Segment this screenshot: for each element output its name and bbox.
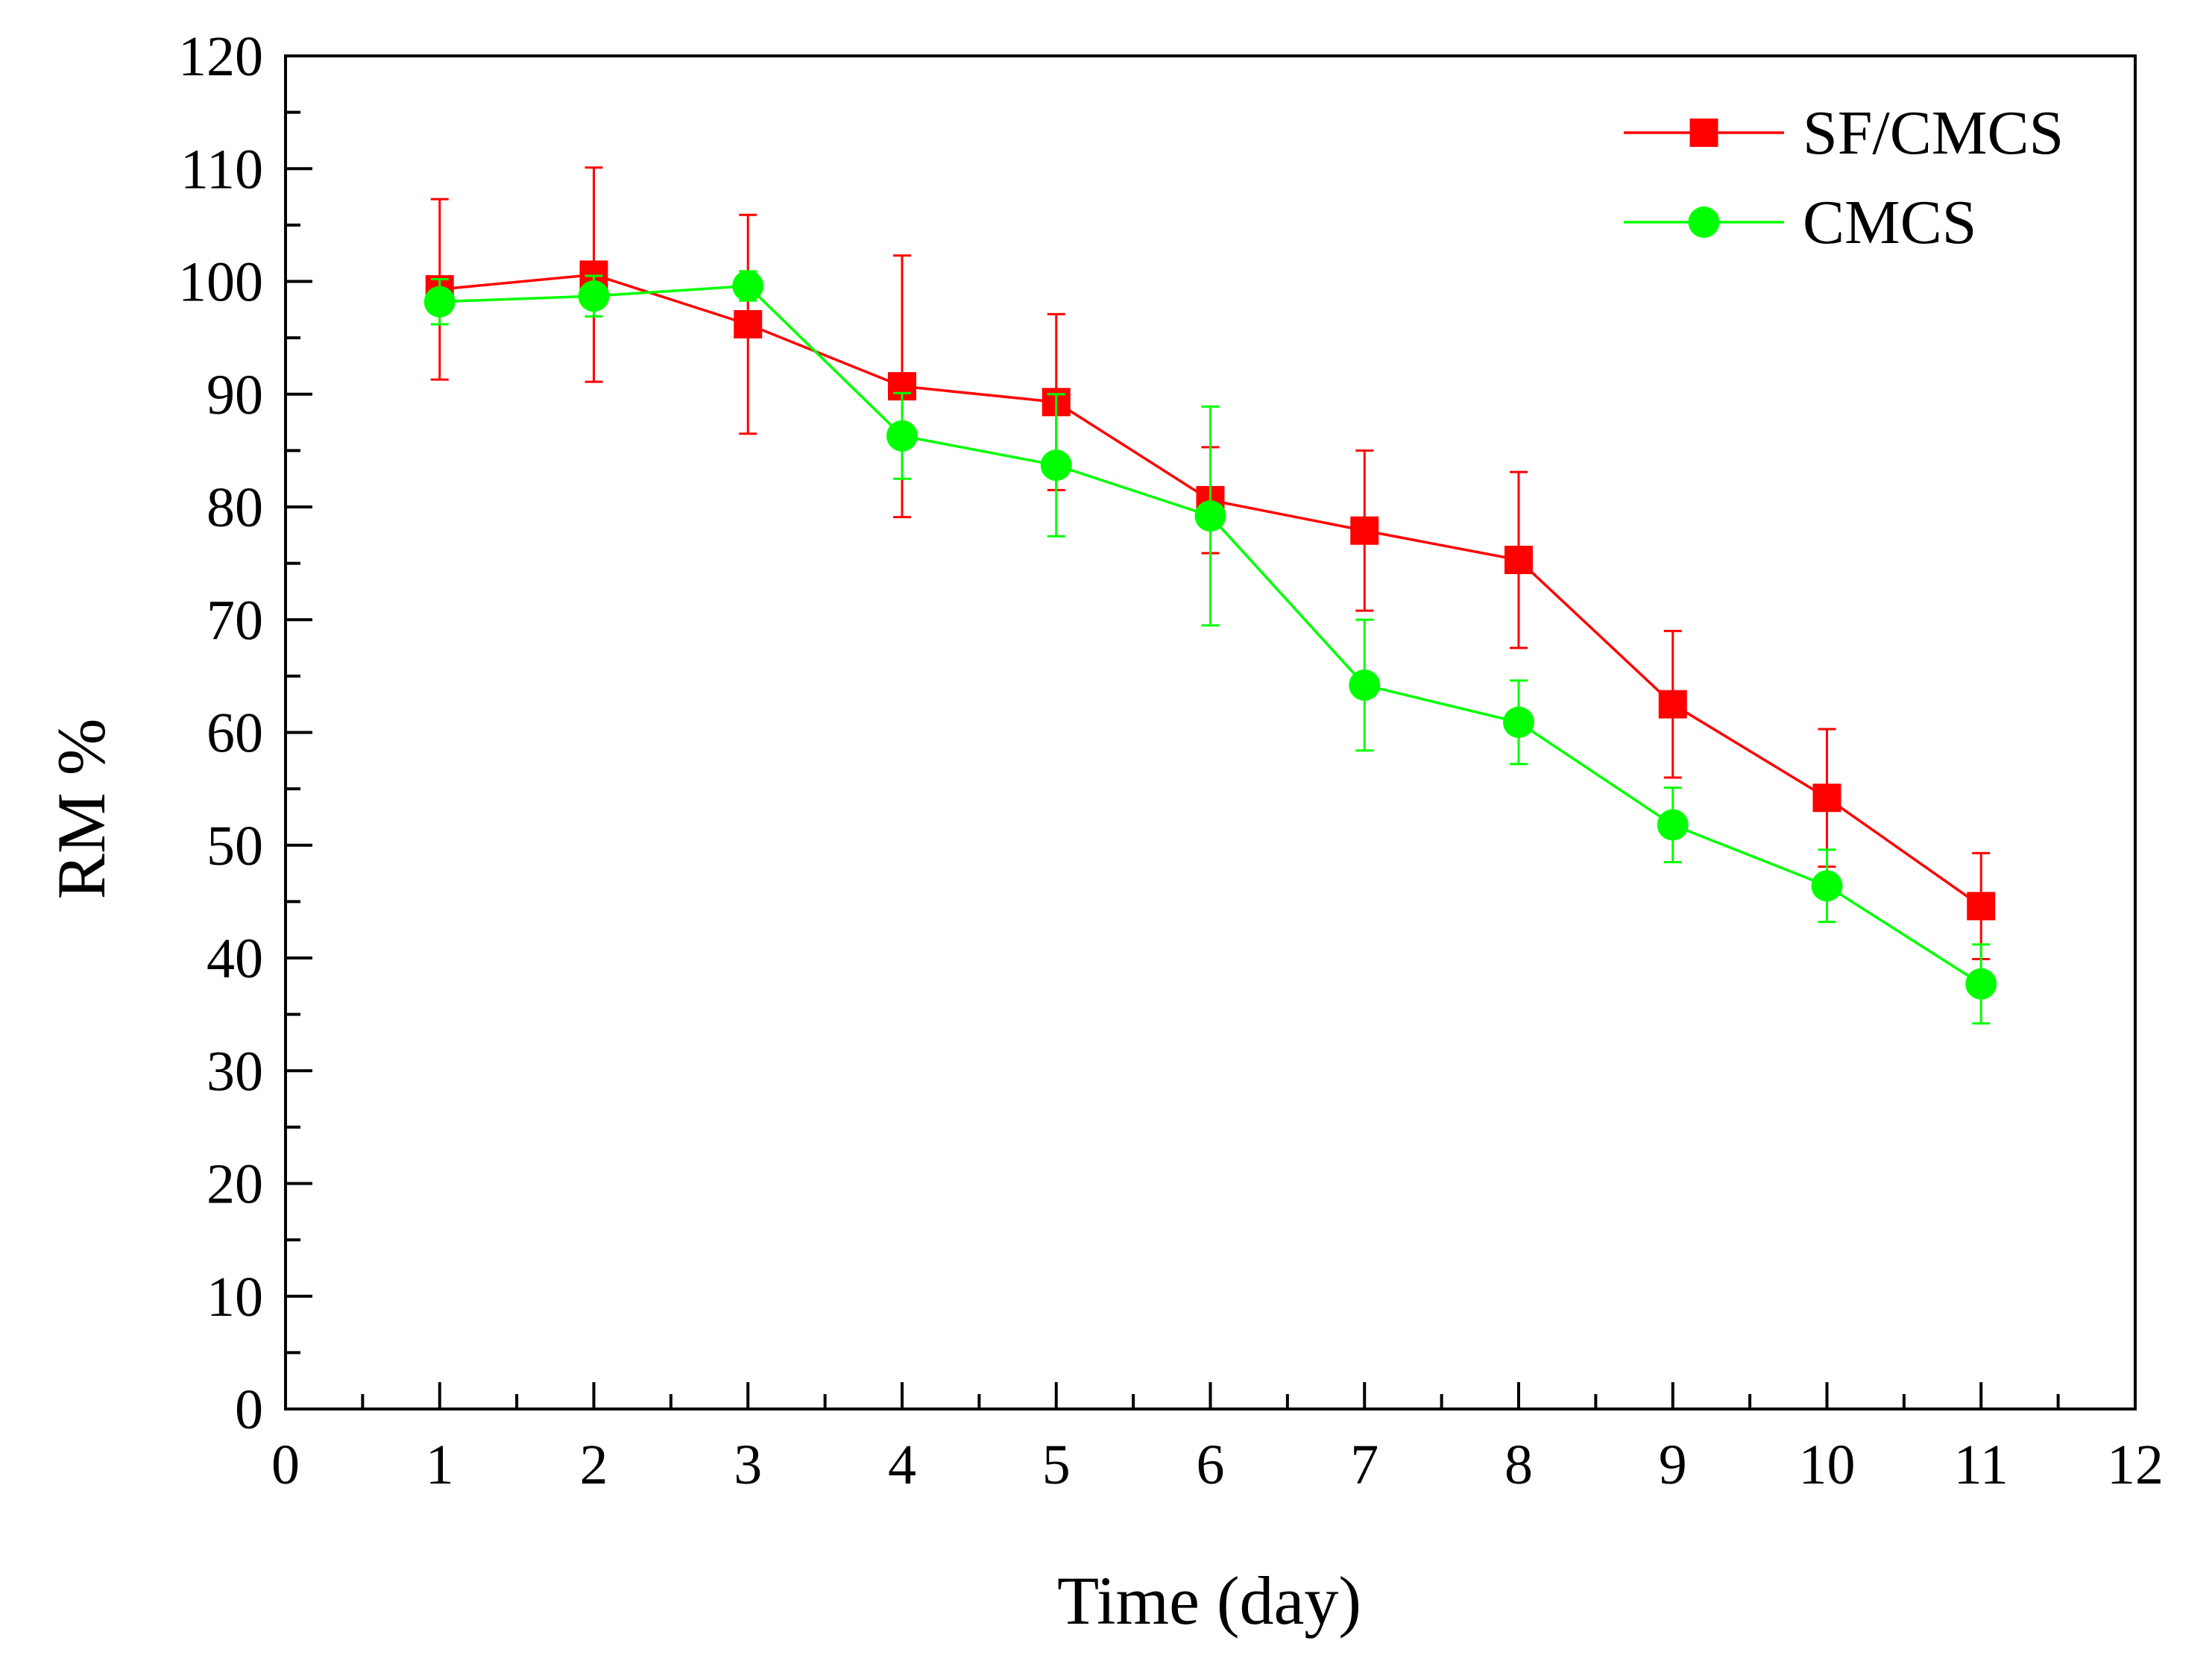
- data-point: [734, 309, 763, 338]
- y-tick-label-0: 0: [235, 1378, 263, 1441]
- y-tick-label-50: 50: [207, 815, 263, 877]
- legend-marker: [1689, 119, 1718, 147]
- y-tick-label-60: 60: [207, 702, 263, 765]
- x-tick-label-10: 10: [1799, 1434, 1856, 1496]
- y-tick-label-70: 70: [207, 589, 263, 652]
- y-tick-label-100: 100: [178, 251, 263, 314]
- data-point: [1503, 706, 1534, 738]
- data-point: [1504, 546, 1533, 575]
- series-layer: [423, 166, 1997, 1025]
- y-tick-label-90: 90: [207, 364, 263, 426]
- data-point: [1811, 870, 1843, 902]
- plot-frame: [284, 54, 2137, 1410]
- legend-label: SF/CMCS: [1803, 98, 2064, 168]
- y-tick-label-120: 120: [178, 25, 263, 88]
- x-tick-label-6: 6: [1197, 1434, 1225, 1496]
- legend-item: CMCS: [1624, 188, 1976, 257]
- legend: SF/CMCS CMCS: [1624, 98, 2064, 257]
- data-point: [1657, 809, 1689, 841]
- data-point: [1658, 690, 1687, 719]
- series-line: [439, 284, 1982, 986]
- x-tick-label-7: 7: [1350, 1434, 1378, 1496]
- data-point: [1967, 892, 1996, 921]
- x-tick-label-4: 4: [888, 1434, 916, 1496]
- data-point: [1040, 450, 1072, 482]
- x-tick-label-12: 12: [2107, 1434, 2164, 1496]
- x-tick-label-0: 0: [271, 1434, 300, 1496]
- y-tick-label-10: 10: [207, 1266, 263, 1328]
- data-point: [1965, 968, 1997, 1000]
- x-tick-label-3: 3: [734, 1434, 762, 1496]
- y-tick-label-110: 110: [180, 138, 263, 201]
- data-point: [423, 286, 456, 318]
- y-tick-label-40: 40: [207, 927, 263, 990]
- axes-layer: 0 1 2 3 4 5 6 7 8 9 10 11 12010203040506070809010011…: [178, 25, 2164, 1496]
- series-cmcs: [423, 270, 1997, 1025]
- x-tick-label-8: 8: [1504, 1434, 1533, 1496]
- x-tick-label-9: 9: [1659, 1434, 1687, 1496]
- data-point: [732, 270, 764, 302]
- x-tick-label-11: 11: [1954, 1434, 2008, 1496]
- y-tick-label-80: 80: [207, 476, 263, 539]
- y-tick-label-20: 20: [207, 1153, 263, 1216]
- data-point: [578, 280, 610, 312]
- x-axis-title: Time (day): [1057, 1563, 1361, 1639]
- legend-label: CMCS: [1803, 188, 1976, 257]
- data-point: [1194, 500, 1226, 532]
- data-point: [1349, 669, 1381, 701]
- data-point: [1350, 516, 1379, 545]
- data-point: [886, 420, 918, 452]
- y-axis-title: RM %: [43, 719, 119, 900]
- x-tick-label-2: 2: [580, 1434, 608, 1496]
- data-point: [1812, 784, 1841, 813]
- y-tick-label-30: 30: [207, 1040, 263, 1103]
- legend-marker: [1688, 207, 1720, 238]
- legend-item: SF/CMCS: [1624, 98, 2064, 168]
- x-tick-label-5: 5: [1042, 1434, 1071, 1496]
- x-tick-label-1: 1: [426, 1434, 454, 1496]
